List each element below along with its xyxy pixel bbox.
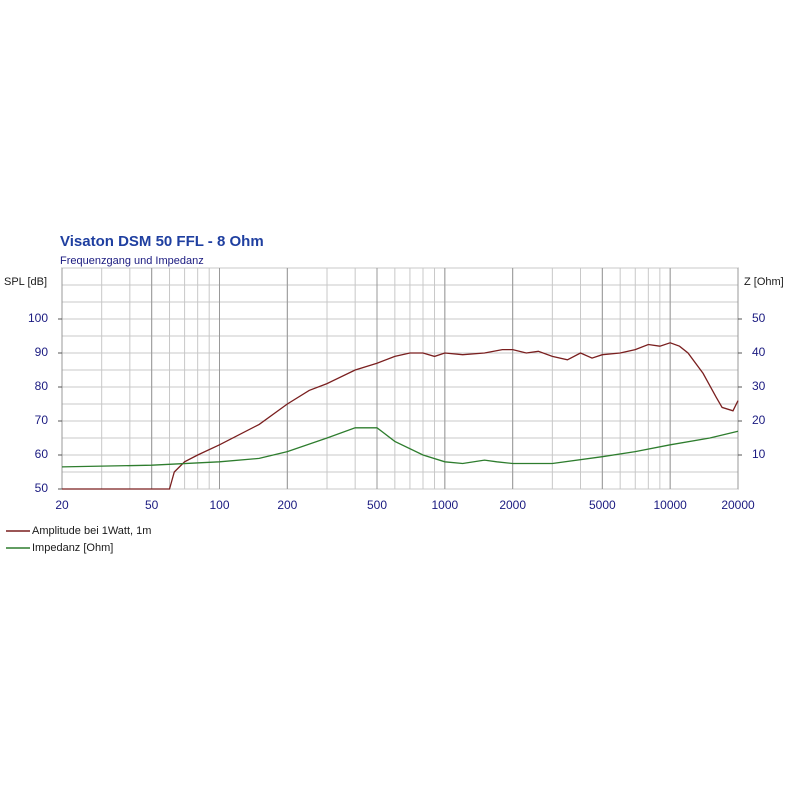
y-tick-label: 90 bbox=[35, 345, 49, 359]
x-tick-label: 1000 bbox=[431, 498, 458, 512]
x-tick-label: 100 bbox=[209, 498, 229, 512]
legend-label: Impedanz [Ohm] bbox=[32, 542, 113, 554]
y2-tick-label: 50 bbox=[752, 311, 766, 325]
y2-tick-label: 30 bbox=[752, 379, 766, 393]
series-line bbox=[61, 427, 739, 468]
y-axis-title: SPL [dB] bbox=[4, 276, 47, 288]
y-tick-label: 100 bbox=[28, 311, 48, 325]
y2-tick-label: 10 bbox=[752, 447, 766, 461]
y2-tick-label: 20 bbox=[752, 413, 766, 427]
plot-area bbox=[61, 267, 739, 490]
x-tick-label: 2000 bbox=[499, 498, 526, 512]
legend-label: Amplitude bei 1Watt, 1m bbox=[32, 525, 151, 537]
x-tick-label: 5000 bbox=[589, 498, 616, 512]
x-tick-label: 200 bbox=[277, 498, 297, 512]
x-tick-label: 20000 bbox=[721, 498, 755, 512]
y-tick-label: 50 bbox=[35, 481, 49, 495]
y-tick-label: 70 bbox=[35, 413, 49, 427]
series-line bbox=[62, 342, 739, 490]
x-tick-label: 20 bbox=[55, 498, 69, 512]
x-tick-label: 50 bbox=[145, 498, 159, 512]
chart-subtitle: Frequenzgang und Impedanz bbox=[60, 255, 204, 267]
y-tick-label: 80 bbox=[35, 379, 49, 393]
y2-tick-label: 40 bbox=[752, 345, 766, 359]
chart-title: Visaton DSM 50 FFL - 8 Ohm bbox=[60, 233, 264, 250]
y-tick-label: 60 bbox=[35, 447, 49, 461]
x-tick-label: 500 bbox=[367, 498, 387, 512]
x-tick-label: 10000 bbox=[653, 498, 687, 512]
y2-axis-title: Z [Ohm] bbox=[744, 276, 784, 288]
